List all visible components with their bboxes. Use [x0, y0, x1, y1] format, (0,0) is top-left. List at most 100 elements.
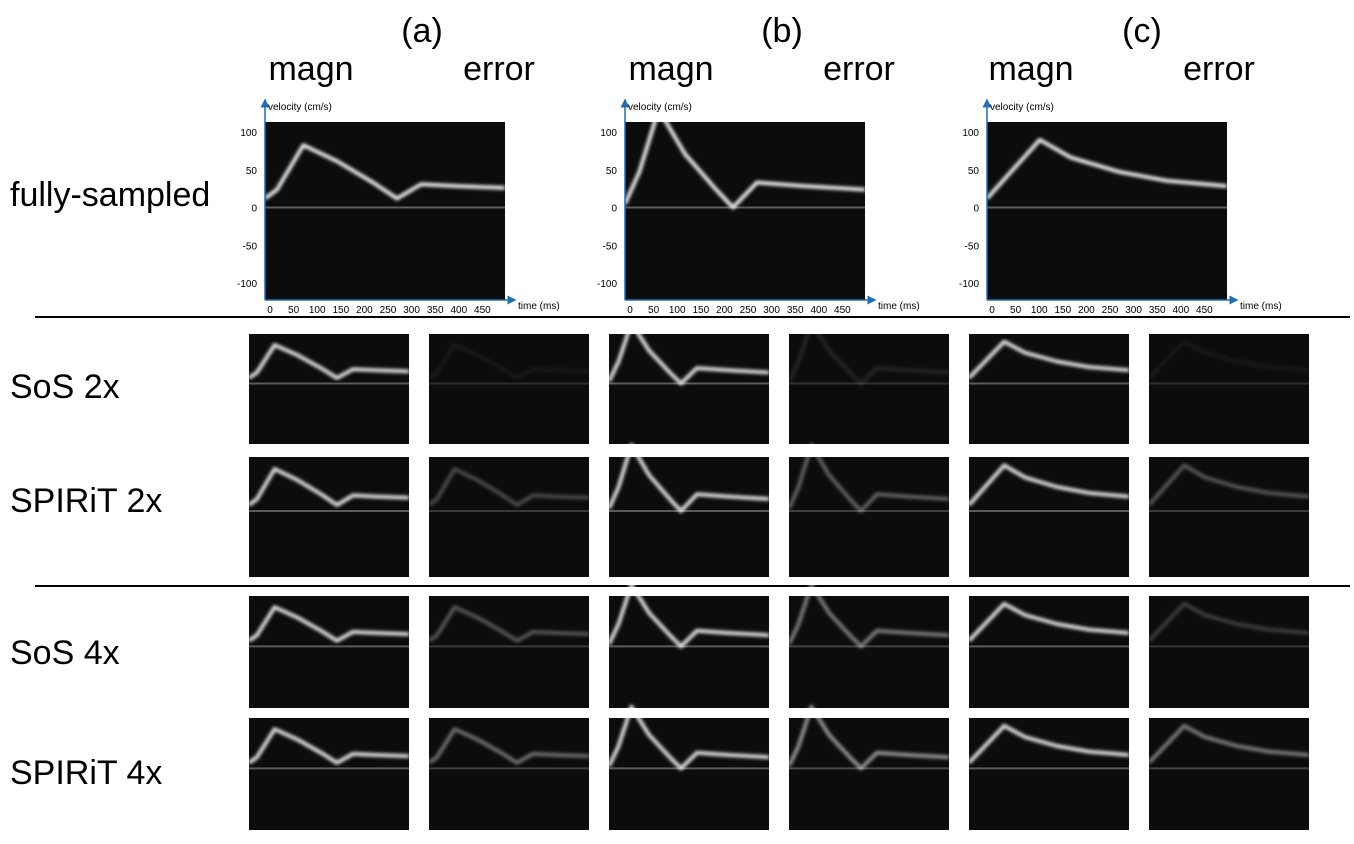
flow-curve — [427, 467, 590, 507]
column-label: magn — [988, 50, 1073, 88]
image-panel — [249, 334, 409, 444]
column-label: error — [463, 50, 535, 88]
y-tick-label: 50 — [606, 166, 618, 177]
column-label: magn — [628, 50, 713, 88]
flow-curve — [967, 723, 1130, 765]
x-axis-label: time (ms) — [518, 301, 560, 312]
y-tick-label: 0 — [973, 204, 979, 215]
flow-curve — [967, 601, 1130, 643]
group-label: (b) — [761, 12, 803, 50]
flow-curve — [787, 321, 950, 386]
flow-curve — [967, 463, 1130, 507]
image-panel — [609, 718, 769, 830]
x-tick-label: 400 — [450, 305, 467, 316]
y-tick-label: 100 — [600, 128, 617, 139]
flow-curve — [247, 727, 410, 765]
flow-curve — [607, 582, 770, 649]
y-tick-label: -50 — [603, 241, 618, 252]
x-tick-label: 250 — [380, 305, 397, 316]
flow-curve — [263, 143, 506, 201]
row-label: SoS 4x — [10, 634, 120, 672]
row-label: fully-sampled — [10, 176, 210, 214]
image-panel — [789, 334, 949, 444]
x-tick-label: 100 — [309, 305, 326, 316]
x-tick-label: 100 — [669, 305, 686, 316]
flow-curve — [967, 339, 1130, 380]
image-panel — [789, 457, 949, 577]
x-tick-label: 400 — [1172, 305, 1189, 316]
flow-curve — [787, 704, 950, 771]
x-tick-label: 300 — [1125, 305, 1142, 316]
flow-curve — [427, 727, 590, 765]
x-tick-label: 350 — [427, 305, 444, 316]
x-tick-label: 0 — [627, 305, 633, 316]
x-tick-label: 250 — [1102, 305, 1119, 316]
flow-curve — [607, 704, 770, 771]
x-tick-label: 450 — [834, 305, 851, 316]
flow-curve — [247, 343, 410, 380]
image-panel — [429, 596, 589, 708]
y-tick-label: 0 — [611, 204, 617, 215]
group-label: (a) — [401, 12, 443, 50]
row-label: SPIRiT 2x — [10, 482, 162, 520]
image-panel — [789, 596, 949, 708]
column-label: magn — [268, 50, 353, 88]
x-tick-label: 150 — [692, 305, 709, 316]
image-panel — [625, 122, 865, 300]
image-panel — [429, 718, 589, 830]
x-tick-label: 300 — [403, 305, 420, 316]
flow-curve — [1147, 723, 1310, 765]
x-tick-label: 100 — [1031, 305, 1048, 316]
x-tick-label: 450 — [474, 305, 491, 316]
y-tick-label: -50 — [243, 241, 258, 252]
y-tick-label: 100 — [962, 128, 979, 139]
x-tick-label: 50 — [1010, 305, 1022, 316]
y-tick-label: -100 — [597, 279, 617, 290]
row-label: SPIRiT 4x — [10, 754, 162, 792]
y-tick-label: -100 — [959, 279, 979, 290]
image-panel — [609, 334, 769, 444]
x-tick-label: 200 — [716, 305, 733, 316]
y-axis-label: velocity (cm/s) — [268, 102, 332, 113]
flow-curve — [787, 582, 950, 649]
flow-curve — [787, 443, 950, 513]
x-tick-label: 0 — [989, 305, 995, 316]
flow-curve — [607, 321, 770, 386]
x-tick-label: 350 — [787, 305, 804, 316]
flow-curve — [1147, 463, 1310, 507]
y-tick-label: 100 — [240, 128, 257, 139]
x-tick-label: 200 — [1078, 305, 1095, 316]
flow-curve — [427, 605, 590, 643]
image-panel — [429, 334, 589, 444]
image-panel — [609, 596, 769, 708]
image-panel — [609, 457, 769, 577]
x-tick-label: 400 — [810, 305, 827, 316]
image-panel — [987, 122, 1227, 300]
x-tick-label: 200 — [356, 305, 373, 316]
flow-curve — [607, 443, 770, 513]
x-tick-label: 350 — [1149, 305, 1166, 316]
x-tick-label: 150 — [1054, 305, 1071, 316]
y-axis-label: velocity (cm/s) — [990, 102, 1054, 113]
flow-curve — [623, 107, 866, 210]
y-tick-label: 50 — [968, 166, 980, 177]
column-label: error — [823, 50, 895, 88]
flow-curve — [427, 343, 590, 380]
image-panel — [429, 457, 589, 577]
row-label: SoS 2x — [10, 368, 120, 406]
x-tick-label: 450 — [1196, 305, 1213, 316]
x-axis-label: time (ms) — [878, 301, 920, 312]
column-label: error — [1183, 50, 1255, 88]
flow-curve — [1147, 601, 1310, 643]
y-tick-label: 0 — [251, 204, 257, 215]
y-tick-label: -100 — [237, 279, 257, 290]
x-axis-label: time (ms) — [1240, 301, 1282, 312]
x-tick-label: 50 — [648, 305, 660, 316]
image-panel — [265, 122, 505, 300]
x-tick-label: 150 — [332, 305, 349, 316]
flow-curve — [247, 605, 410, 643]
flow-curve — [247, 467, 410, 507]
image-panel — [249, 596, 409, 708]
image-panel — [789, 718, 949, 830]
y-tick-label: -50 — [965, 241, 980, 252]
